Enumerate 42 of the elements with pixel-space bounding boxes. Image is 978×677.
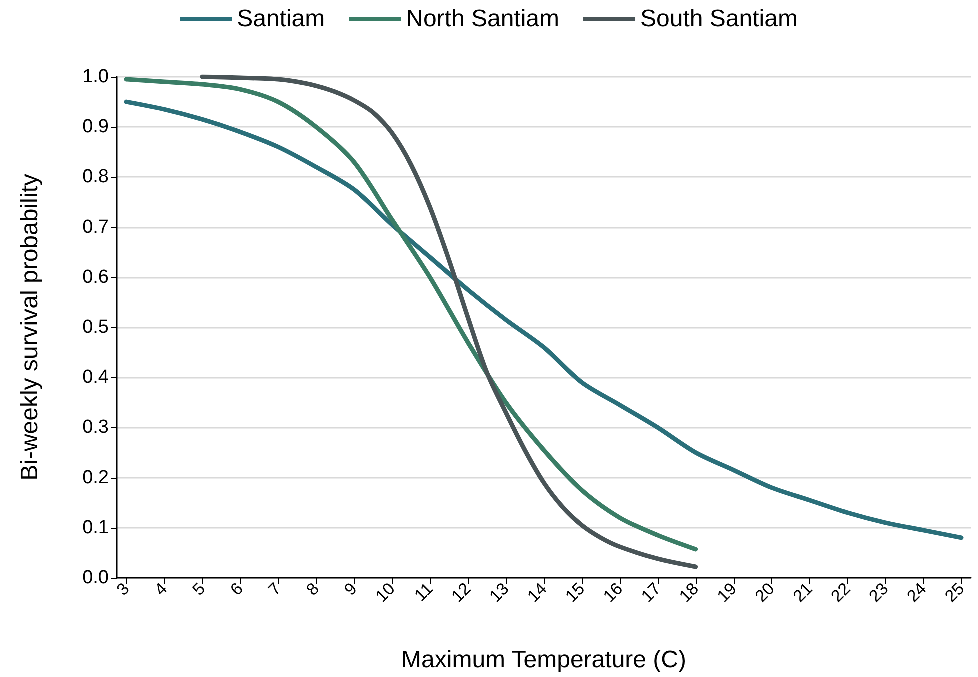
x-tick-label: 17	[638, 579, 665, 606]
line-series	[124, 77, 698, 552]
y-tick-label: 0.8	[82, 166, 109, 188]
x-tick-label: 20	[752, 579, 778, 606]
x-tick-label: 25	[941, 579, 968, 606]
y-tick-label: 0.9	[82, 116, 109, 138]
x-tick-label: 10	[372, 579, 399, 606]
x-tick-label: 16	[600, 579, 627, 606]
y-tick-label: 0.3	[82, 417, 109, 438]
y-tick-label: 1.0	[82, 66, 109, 88]
y-tick-label: 0.2	[82, 467, 109, 488]
y-tick-label: 0.6	[82, 266, 109, 288]
x-tick-label: 5	[189, 579, 210, 600]
x-tick-label: 8	[302, 579, 323, 600]
x-tick-label: 12	[448, 579, 475, 606]
x-tick-label: 13	[486, 579, 513, 606]
x-tick-label: 22	[828, 579, 854, 606]
y-tick-label: 0.4	[82, 367, 110, 388]
x-tick-label: 21	[790, 579, 816, 606]
legend-label: North Santiam	[406, 6, 560, 32]
x-tick-label: 23	[866, 579, 892, 606]
line-series	[200, 74, 698, 570]
x-tick-label: 6	[226, 579, 248, 600]
x-tick-label: 9	[340, 579, 361, 600]
x-tick-label: 7	[264, 579, 286, 600]
x-tick-label: 18	[676, 579, 703, 606]
y-tick-label: 0.5	[82, 317, 109, 338]
legend-label: Santiam	[237, 6, 326, 32]
legend-label: South Santiam	[640, 6, 798, 32]
x-tick-label: 11	[410, 579, 437, 606]
y-axis-title: Bi-weekly survival probability	[16, 174, 44, 481]
x-tick-label: 15	[562, 579, 589, 606]
x-tick-label: 3	[113, 579, 134, 600]
x-axis-title: Maximum Temperature (C)	[402, 646, 686, 674]
y-tick-label: 0.0	[82, 568, 109, 588]
y-tick-label: 0.1	[82, 517, 109, 538]
line-series	[124, 100, 964, 540]
y-tick-label: 0.7	[82, 216, 109, 238]
x-tick-label: 19	[714, 579, 740, 606]
x-tick-label: 24	[903, 579, 930, 606]
x-tick-label: 14	[524, 579, 551, 606]
x-tick-label: 4	[151, 579, 172, 600]
